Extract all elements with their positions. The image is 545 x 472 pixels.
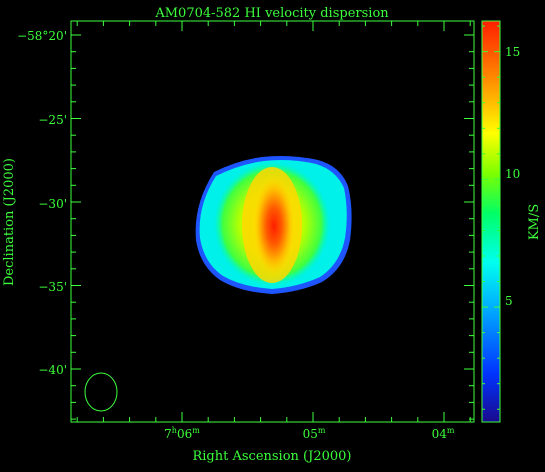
- y-axis-label: Declination (J2000): [2, 158, 17, 286]
- colorbar-label: KM/S: [527, 204, 542, 240]
- velocity-dispersion-map: [195, 156, 352, 294]
- x-axis-label: Right Ascension (J2000): [192, 449, 351, 464]
- colorbar-tick-label: 10: [505, 167, 520, 181]
- plot-frame: [70, 20, 475, 423]
- colorbar-ticks: [482, 25, 500, 410]
- galaxy-red-core: [252, 174, 296, 278]
- y-tick-label: −30': [38, 197, 67, 211]
- x-tick-label: 04m: [432, 426, 455, 441]
- colorbar-frame: [481, 20, 501, 423]
- y-tick-label: −25': [38, 113, 67, 127]
- y-tick-label: −40': [38, 363, 67, 377]
- x-tick-labels: 7h06m 05m 04m: [164, 426, 455, 441]
- y-tick-label: −35': [38, 280, 67, 294]
- colorbar-tick-labels: 15 10 5: [505, 45, 520, 308]
- ellipse-beam-icon: [84, 372, 118, 412]
- y-tick-labels: −58°20' −25' −30' −35' −40': [17, 29, 67, 377]
- colorbar-tick-label: 5: [505, 294, 513, 308]
- colorbar-gradient: [482, 21, 500, 422]
- colorbar-tick-label: 15: [505, 45, 520, 59]
- y-tick-label: −58°20': [17, 29, 67, 43]
- figure-title: AM0704-582 HI velocity dispersion: [154, 6, 389, 21]
- axis-ticks: [71, 21, 474, 422]
- x-tick-label: 7h06m: [164, 426, 200, 441]
- x-tick-label: 05m: [303, 426, 326, 441]
